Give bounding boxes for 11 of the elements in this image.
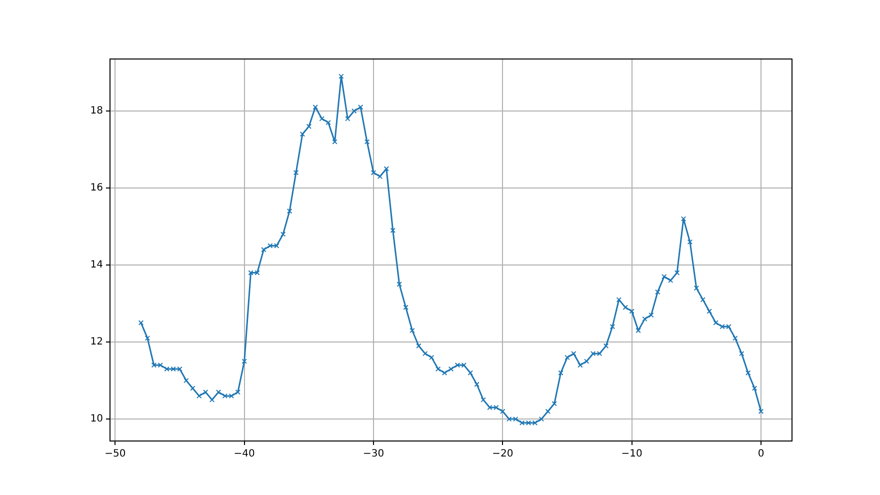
y-tick-label: 14 bbox=[90, 260, 103, 271]
x-tick-label: −40 bbox=[234, 448, 255, 460]
x-tick-label: −30 bbox=[362, 448, 384, 460]
y-tick-label: 12 bbox=[90, 336, 103, 348]
y-tick-label: 18 bbox=[90, 106, 103, 117]
x-tick-label: −50 bbox=[104, 448, 126, 460]
x-tick-label: −10 bbox=[621, 448, 642, 460]
y-tick-label: 16 bbox=[90, 182, 103, 194]
x-tick-label: −20 bbox=[492, 448, 514, 460]
y-tick-label: 10 bbox=[90, 414, 103, 425]
x-tick-label: 0 bbox=[758, 448, 764, 460]
